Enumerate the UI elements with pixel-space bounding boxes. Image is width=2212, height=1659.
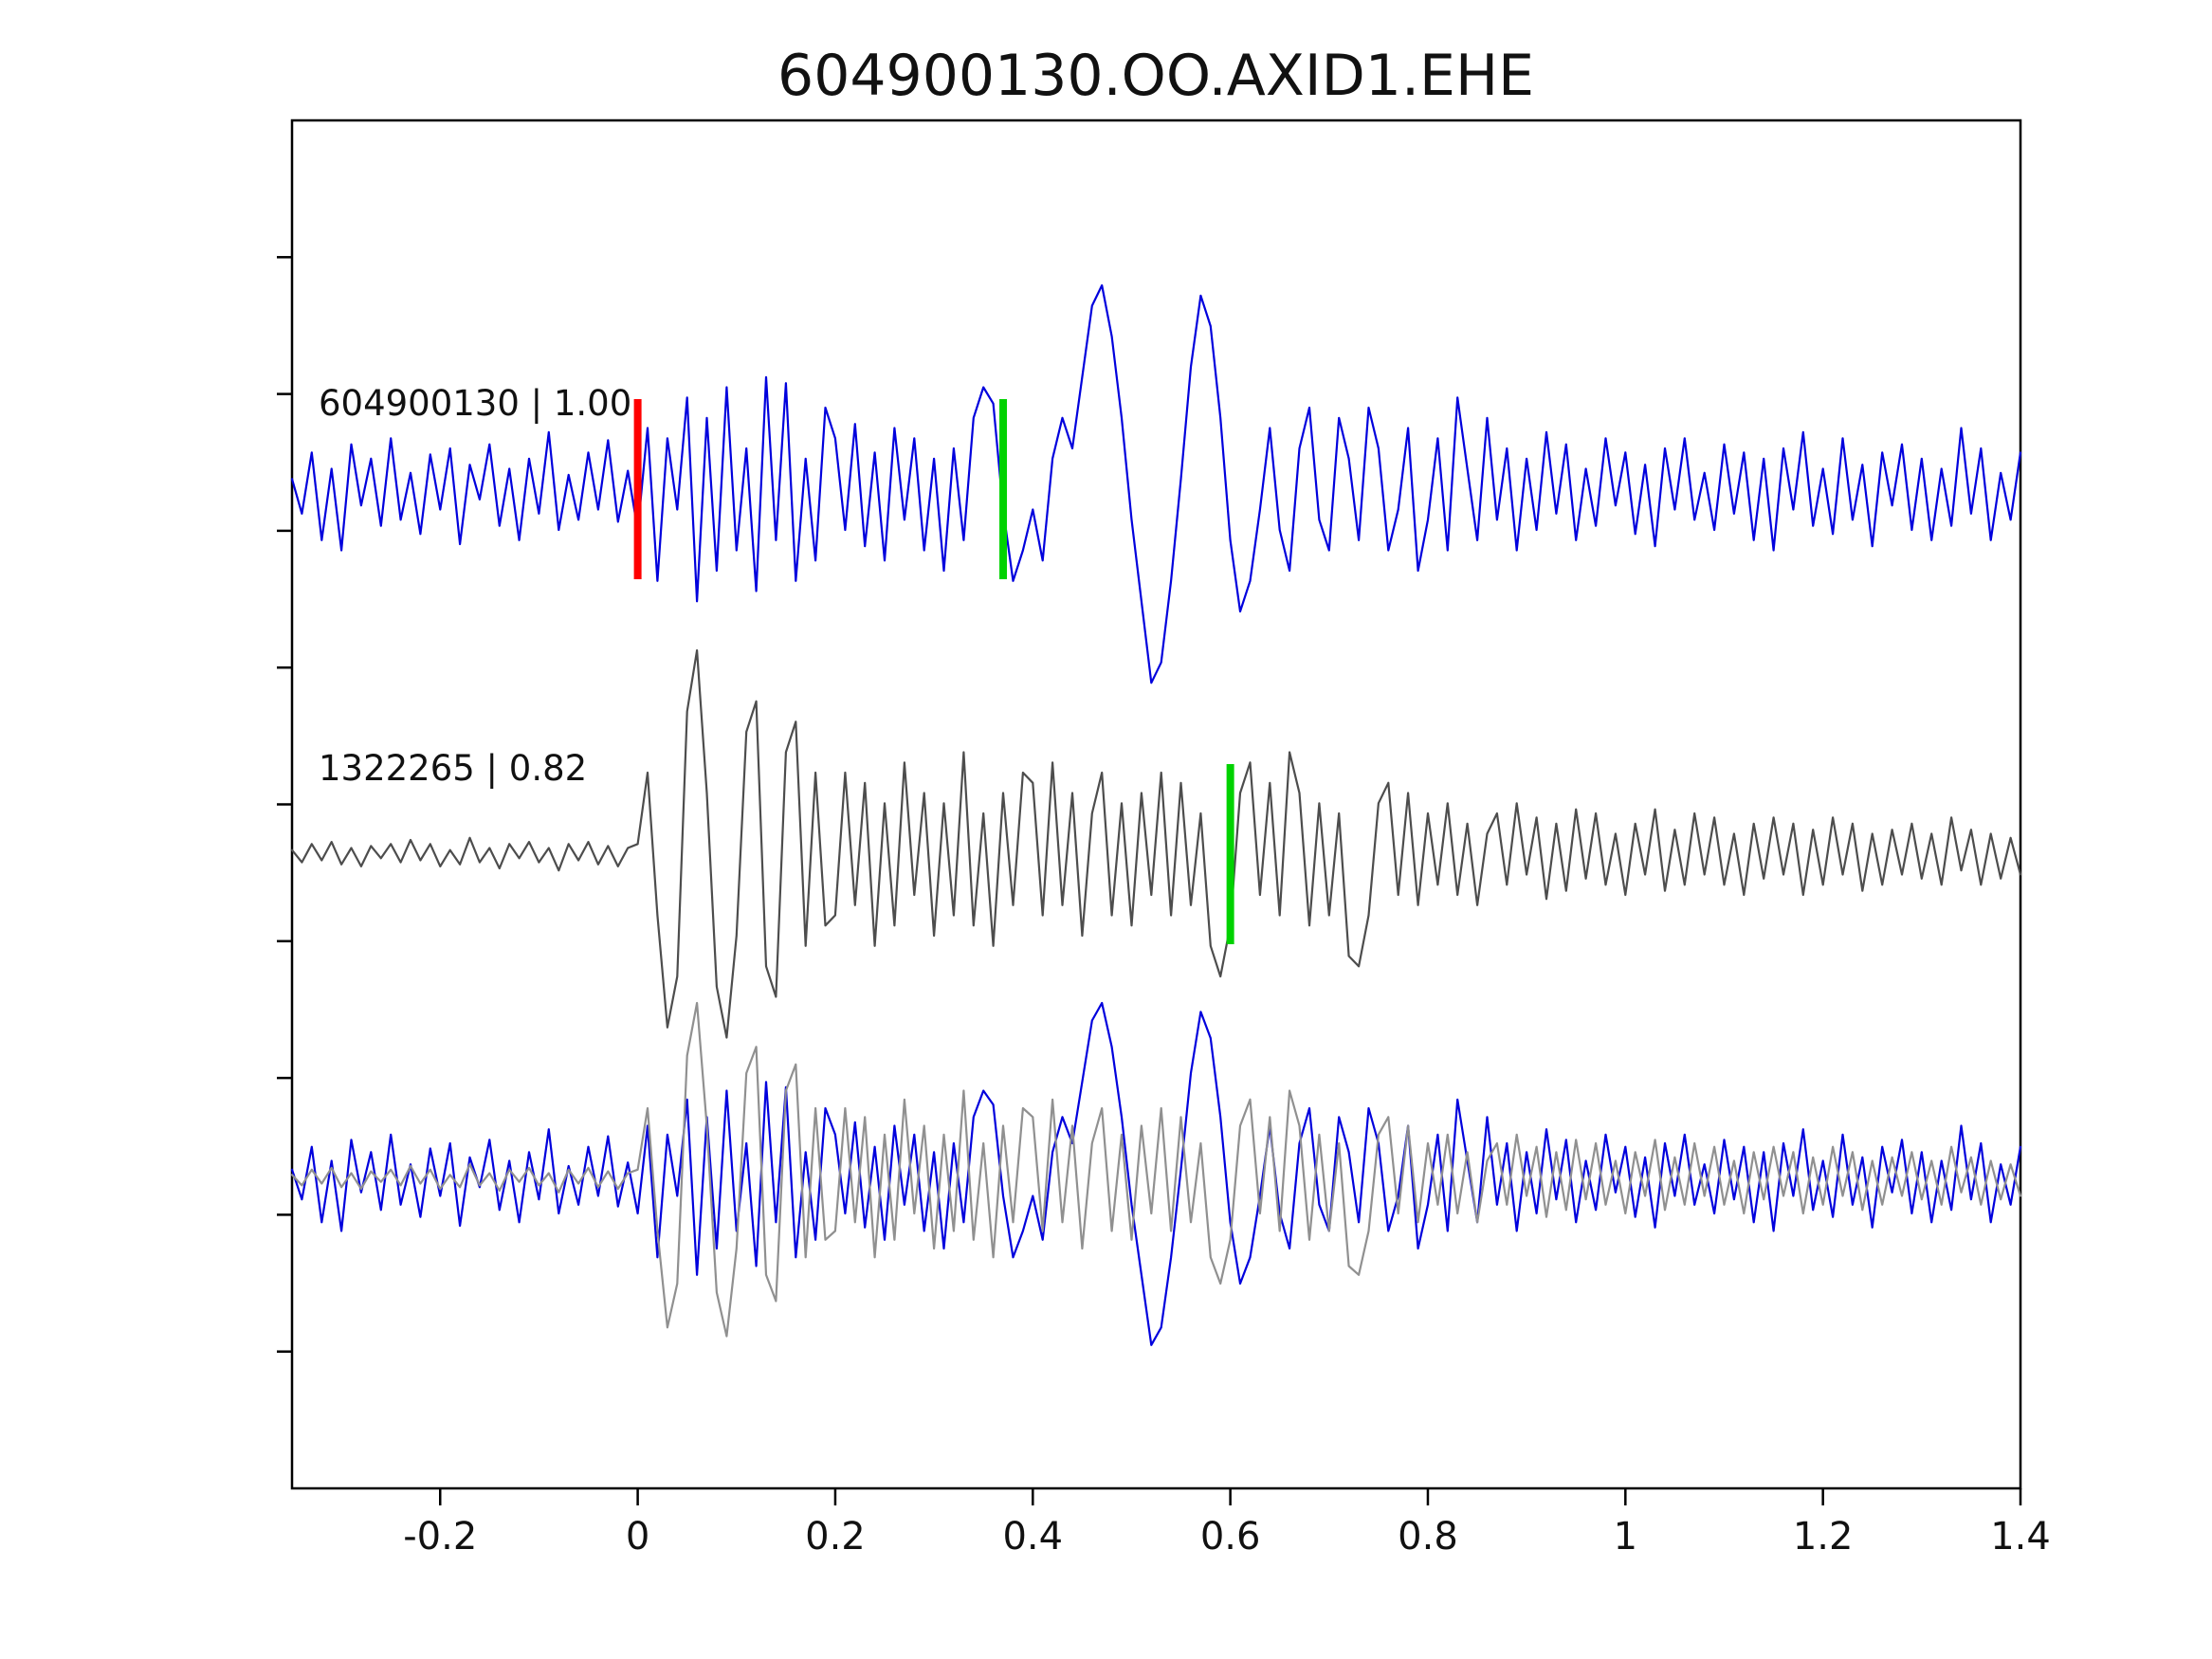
chart-title: 604900130.OO.AXID1.EHE <box>777 43 1534 109</box>
x-tick-label: 1.2 <box>1793 1515 1854 1559</box>
x-tick-label: 1 <box>1614 1515 1637 1559</box>
x-tick-label: -0.2 <box>403 1515 477 1559</box>
matched-trace-waveform-row2 <box>290 1001 2022 1338</box>
matched-trace-label: 1322265 | 0.82 <box>319 748 587 789</box>
x-tick-label: 0.2 <box>805 1515 866 1559</box>
x-tick-label: 0.8 <box>1398 1515 1458 1559</box>
x-tick-label: 0 <box>626 1515 649 1559</box>
x-tick-label: 1.4 <box>1990 1515 2051 1559</box>
x-tick-label: 0.4 <box>1002 1515 1063 1559</box>
template-trace-label: 604900130 | 1.00 <box>319 383 631 424</box>
matched-trace-waveform-row1 <box>290 648 2022 1039</box>
template-trace-waveform-row0 <box>290 283 2022 684</box>
x-tick-label: 0.6 <box>1200 1515 1261 1559</box>
axis-box <box>290 118 2022 1490</box>
template-trace-waveform-row2 <box>290 1001 2022 1346</box>
